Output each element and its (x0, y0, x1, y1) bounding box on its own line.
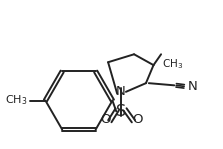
Text: O: O (132, 113, 142, 126)
Text: N: N (116, 85, 126, 98)
Text: S: S (116, 104, 126, 119)
Text: CH$_3$: CH$_3$ (6, 94, 28, 107)
Text: CH$_3$: CH$_3$ (162, 57, 183, 71)
Text: O: O (101, 113, 111, 126)
Text: N: N (188, 80, 198, 93)
